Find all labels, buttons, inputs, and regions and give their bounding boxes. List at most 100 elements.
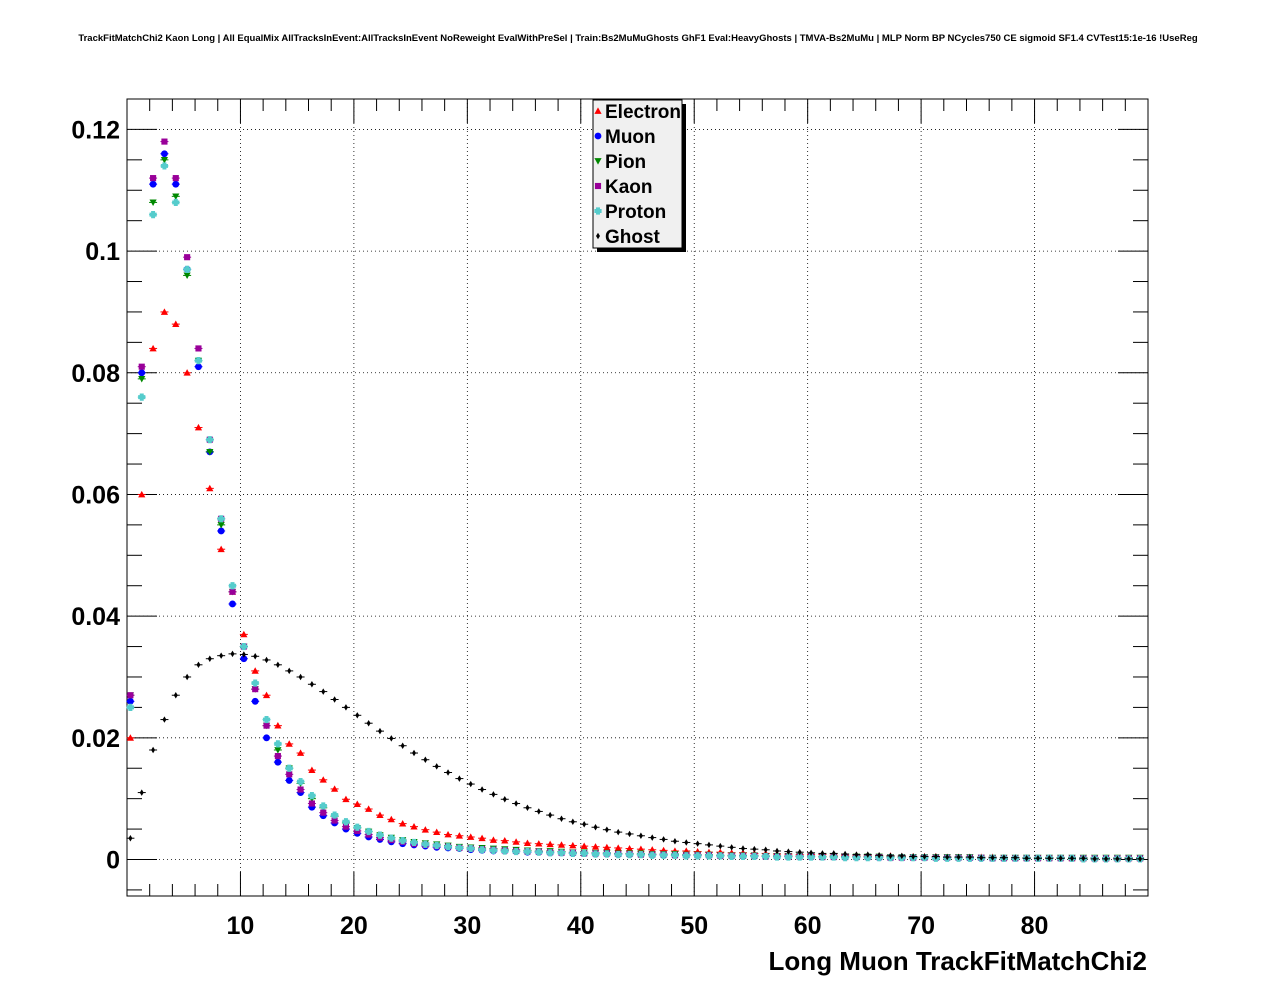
electron-point: [512, 838, 520, 845]
ghost-point: [253, 653, 258, 660]
ghost-point: [695, 840, 700, 847]
pion-point: [149, 199, 157, 207]
y-tick-labels: 0 0.02 0.04 0.06 0.08 0.1 0.12: [71, 116, 120, 874]
ghost-point: [979, 854, 984, 861]
ghost-point: [1092, 855, 1097, 863]
pion-point: [206, 448, 214, 456]
ghost-point: [241, 651, 246, 658]
x-tick-label: 50: [680, 912, 708, 940]
proton-point: [750, 852, 758, 861]
electron-point: [296, 749, 305, 756]
ghost-point: [151, 746, 156, 754]
legend-marker-muon: [594, 132, 602, 140]
axis-ticks: [127, 99, 1148, 896]
pion-point: [217, 521, 225, 529]
muon-point: [126, 697, 134, 705]
proton-point: [659, 851, 668, 859]
proton-point: [603, 850, 611, 858]
ghost-point: [1013, 854, 1018, 861]
x-tick-label: 30: [453, 912, 481, 940]
proton-point: [614, 851, 622, 859]
legend-entry-kaon: Kaon: [594, 177, 653, 198]
electron-point: [444, 830, 452, 838]
proton-point: [217, 515, 225, 523]
proton-point: [206, 436, 214, 444]
proton-point: [342, 818, 350, 826]
ghost-point: [298, 673, 303, 681]
electron-point: [183, 369, 191, 376]
x-tick-label: 70: [907, 912, 935, 940]
y-tick-label: 0: [106, 846, 120, 874]
proton-point: [682, 852, 690, 860]
proton-point: [796, 853, 804, 861]
proton-point: [501, 847, 509, 855]
electron-point: [240, 630, 248, 638]
ghost-point: [502, 796, 507, 803]
electron-point: [625, 844, 634, 852]
kaon-point: [172, 175, 179, 182]
ghost-point: [366, 719, 371, 727]
proton-point: [376, 831, 384, 839]
ghost-point: [604, 826, 609, 833]
pion-point: [160, 156, 169, 164]
kaon-point: [161, 138, 168, 145]
proton-point: [194, 357, 203, 365]
proton-point: [138, 393, 146, 401]
electron-point: [501, 837, 509, 844]
ghost-point: [1104, 855, 1109, 863]
proton-point: [365, 827, 373, 836]
ghost-point: [514, 800, 519, 807]
ghost-point: [548, 811, 553, 819]
electron-point: [365, 805, 373, 812]
proton-point: [523, 847, 532, 856]
x-tick-labels: 10 20 30 40 50 60 70 80: [227, 912, 1049, 940]
ghost-point: [945, 853, 950, 861]
ghost-point: [809, 849, 814, 857]
proton-point: [410, 838, 418, 847]
proton-point: [830, 853, 838, 861]
kaon-point: [286, 771, 293, 778]
muon-point: [172, 180, 180, 188]
electron-point: [376, 811, 384, 818]
legend-label-muon: Muon: [605, 127, 656, 148]
chart-title: TrackFitMatchChi2 Kaon Long | All EqualM…: [78, 33, 1198, 44]
proton-point: [183, 265, 191, 273]
ghost-point: [264, 656, 269, 664]
electron-point: [217, 545, 225, 553]
electron-point: [478, 834, 486, 842]
pion-point: [138, 375, 146, 383]
ghost-point: [446, 769, 451, 776]
electron-point: [138, 490, 146, 498]
electron-point: [614, 844, 622, 851]
ghost-point: [1035, 855, 1040, 862]
proton-point: [319, 802, 327, 810]
proton-point: [353, 823, 361, 831]
kaon-point: [195, 345, 202, 352]
ghost-point: [1138, 855, 1143, 863]
muon-point: [229, 600, 236, 608]
ghost-point: [423, 756, 428, 763]
kaon-point: [252, 686, 259, 693]
ghost-point: [173, 691, 178, 699]
proton-point: [160, 162, 169, 170]
ghost-point: [1058, 855, 1063, 862]
proton-point: [399, 837, 407, 845]
ghost-point: [775, 847, 780, 855]
legend-entry-electron: Electron: [594, 102, 681, 123]
ghost-point: [582, 820, 587, 828]
electron-point: [285, 740, 293, 747]
electron-point: [467, 833, 475, 840]
proton-point: [172, 198, 180, 207]
ghost-point: [434, 763, 439, 770]
proton-point: [591, 850, 600, 858]
proton-point: [557, 849, 566, 857]
proton-point: [444, 843, 452, 851]
ghost-point: [412, 749, 416, 757]
proton-point: [455, 844, 463, 852]
proton-point: [807, 853, 815, 861]
ghost-point: [185, 673, 190, 681]
electron-point: [387, 815, 395, 823]
legend-marker-kaon: [594, 182, 602, 190]
legend-label-ghost: Ghost: [605, 227, 661, 248]
ghost-point: [933, 853, 938, 860]
